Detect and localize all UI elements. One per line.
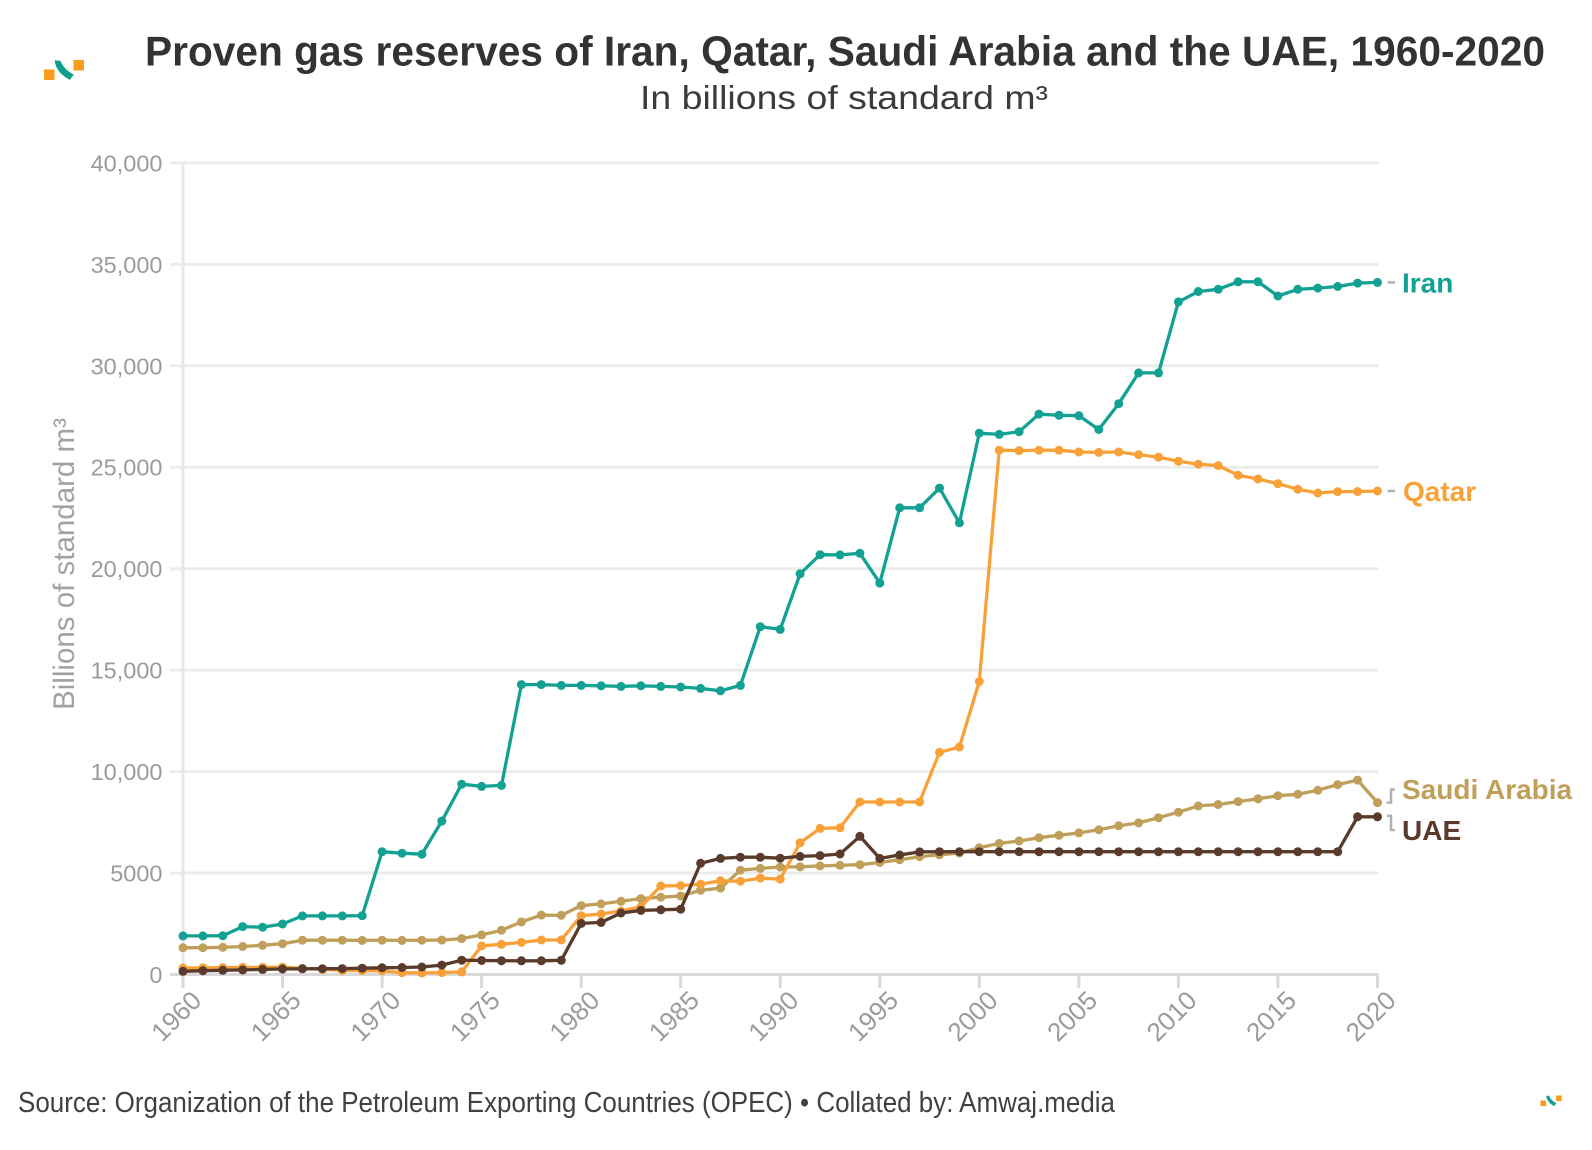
svg-text:5000: 5000 xyxy=(110,861,162,887)
svg-text:25,000: 25,000 xyxy=(91,455,163,481)
svg-text:20,000: 20,000 xyxy=(91,556,163,582)
svg-text:In billions of standard m³: In billions of standard m³ xyxy=(640,79,1048,116)
svg-text:35,000: 35,000 xyxy=(91,252,163,278)
svg-text:40,000: 40,000 xyxy=(91,150,163,176)
svg-text:15,000: 15,000 xyxy=(91,658,163,684)
svg-text:UAE: UAE xyxy=(1402,815,1461,846)
svg-text:30,000: 30,000 xyxy=(91,353,163,379)
svg-text:Saudi Arabia: Saudi Arabia xyxy=(1402,774,1573,805)
svg-text:Proven gas reserves of Iran, Q: Proven gas reserves of Iran, Qatar, Saud… xyxy=(145,27,1545,74)
svg-text:Iran: Iran xyxy=(1402,267,1453,298)
svg-text:0: 0 xyxy=(149,962,162,988)
svg-text:Qatar: Qatar xyxy=(1403,476,1476,507)
svg-text:Billions of standard m³: Billions of standard m³ xyxy=(48,418,81,710)
svg-text:10,000: 10,000 xyxy=(91,759,163,785)
svg-text:Source: Organization of the Pe: Source: Organization of the Petroleum Ex… xyxy=(18,1087,1116,1119)
